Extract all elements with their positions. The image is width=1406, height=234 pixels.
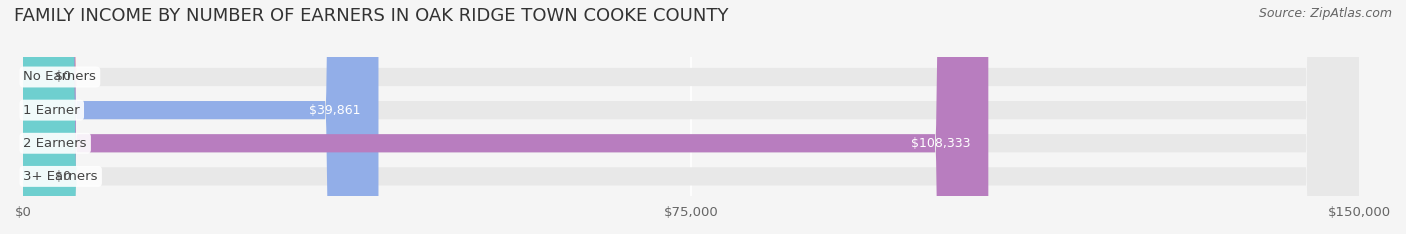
FancyBboxPatch shape [24,0,1360,234]
Text: $39,861: $39,861 [309,104,361,117]
Text: 1 Earner: 1 Earner [24,104,80,117]
Text: $0: $0 [55,70,70,84]
Text: 2 Earners: 2 Earners [24,137,87,150]
Text: $0: $0 [55,170,70,183]
FancyBboxPatch shape [24,0,1360,234]
FancyBboxPatch shape [24,0,378,234]
Text: 3+ Earners: 3+ Earners [24,170,98,183]
Text: Source: ZipAtlas.com: Source: ZipAtlas.com [1258,7,1392,20]
FancyBboxPatch shape [24,0,1360,234]
Text: No Earners: No Earners [24,70,97,84]
FancyBboxPatch shape [24,0,1360,234]
FancyBboxPatch shape [0,0,77,234]
Text: FAMILY INCOME BY NUMBER OF EARNERS IN OAK RIDGE TOWN COOKE COUNTY: FAMILY INCOME BY NUMBER OF EARNERS IN OA… [14,7,728,25]
Text: $108,333: $108,333 [911,137,970,150]
FancyBboxPatch shape [24,0,988,234]
FancyBboxPatch shape [0,0,77,234]
